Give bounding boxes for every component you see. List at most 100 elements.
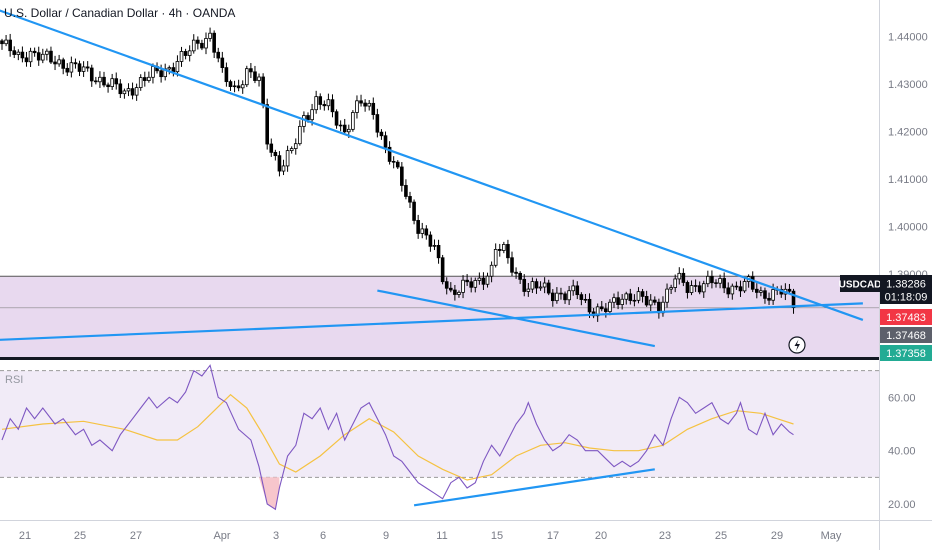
- candle: [45, 48, 49, 61]
- candle-body: [546, 282, 551, 294]
- candle-body: [579, 294, 584, 300]
- candle: [493, 243, 498, 268]
- candle-body: [126, 88, 131, 92]
- candle: [98, 71, 102, 88]
- candle: [469, 277, 473, 293]
- candle: [130, 82, 135, 100]
- candle-body: [730, 285, 735, 295]
- candle: [489, 261, 494, 283]
- candle: [461, 275, 465, 299]
- candle-body: [12, 50, 17, 55]
- candle: [73, 58, 78, 69]
- candle: [404, 179, 408, 200]
- rsi-band: [0, 370, 879, 478]
- candle: [257, 73, 261, 87]
- candle-body: [444, 281, 449, 289]
- candle: [767, 292, 771, 305]
- candle-body: [314, 96, 318, 111]
- candle-body: [653, 299, 657, 303]
- candle-body: [632, 299, 637, 302]
- candle: [371, 97, 376, 120]
- candle: [326, 93, 331, 111]
- lightning-icon[interactable]: [788, 336, 806, 354]
- rsi-series: [1, 364, 794, 511]
- candle-body: [273, 151, 278, 157]
- candle: [338, 120, 343, 132]
- time-tick-label: 20: [595, 530, 607, 542]
- candle-body: [310, 109, 314, 121]
- time-axis[interactable]: 21 25 27 Apr 3 6 9 11 15 17 20 23 25 29 May: [19, 530, 842, 542]
- candle: [673, 274, 677, 293]
- candle-body: [306, 115, 310, 121]
- candle: [102, 71, 106, 88]
- candle: [147, 71, 151, 83]
- candle: [473, 277, 478, 293]
- candle-body: [94, 80, 98, 83]
- candle-body: [759, 290, 763, 293]
- candle-body: [81, 66, 86, 72]
- candle: [281, 159, 286, 176]
- candle-body: [220, 57, 225, 69]
- candle: [240, 80, 245, 94]
- candle: [448, 282, 453, 293]
- candle-body: [196, 39, 200, 44]
- candle-body: [151, 66, 155, 78]
- candle: [122, 88, 127, 99]
- last-price-badge: 1.38286 01:18:09: [880, 275, 932, 304]
- candle-body: [0, 40, 4, 45]
- candle: [551, 289, 555, 307]
- candle: [175, 55, 180, 77]
- candle-body: [559, 292, 563, 295]
- chart-title: U.S. Dollar / Canadian Dollar · 4h · OAN…: [4, 6, 235, 20]
- candle: [285, 145, 290, 172]
- candle-body: [616, 297, 620, 305]
- bid-badge: 1.37483: [880, 309, 932, 325]
- candle-body: [32, 50, 37, 54]
- rsi-axis[interactable]: 60.00 40.00 20.00: [888, 392, 916, 511]
- candle: [730, 283, 735, 300]
- candle-body: [175, 61, 180, 73]
- candle: [187, 45, 192, 62]
- candle-body: [608, 301, 612, 313]
- candle-body: [502, 244, 506, 251]
- candle-body: [98, 76, 102, 83]
- candle: [575, 281, 580, 300]
- price-tick-label: 1.41000: [888, 174, 928, 186]
- time-tick-label: 3: [273, 530, 279, 542]
- candle-body: [200, 42, 204, 49]
- candle-body: [436, 245, 441, 259]
- candle: [342, 118, 347, 135]
- price-axis[interactable]: 1.440001.430001.420001.410001.400001.390…: [888, 32, 928, 281]
- candle-body: [232, 85, 237, 88]
- pane-separator[interactable]: [0, 357, 879, 360]
- candle-body: [689, 285, 694, 293]
- candle-body: [416, 220, 420, 234]
- candle: [689, 280, 694, 296]
- candle: [216, 47, 221, 63]
- candle-body: [791, 290, 796, 309]
- candle-body: [506, 244, 510, 259]
- candle-body: [628, 293, 633, 301]
- candle-body: [563, 293, 567, 301]
- candle-body: [269, 143, 274, 153]
- candle-body: [395, 161, 400, 168]
- candle: [791, 288, 796, 314]
- candle-body: [697, 285, 702, 293]
- candle-body: [738, 286, 743, 292]
- candle: [465, 274, 469, 287]
- candle-body: [571, 285, 575, 292]
- candle-body: [718, 278, 722, 284]
- candle: [787, 283, 792, 294]
- candle-body: [755, 288, 759, 293]
- candle-body: [763, 290, 767, 299]
- candle: [212, 30, 216, 59]
- candle-body: [187, 50, 192, 56]
- candle: [81, 61, 86, 77]
- candle: [571, 279, 575, 296]
- symbol-label: USDCAD: [839, 280, 882, 291]
- candle-body: [159, 70, 163, 78]
- symbol-badge: USDCAD: [839, 275, 882, 292]
- support-zone: [0, 276, 879, 360]
- candle-body: [240, 84, 245, 89]
